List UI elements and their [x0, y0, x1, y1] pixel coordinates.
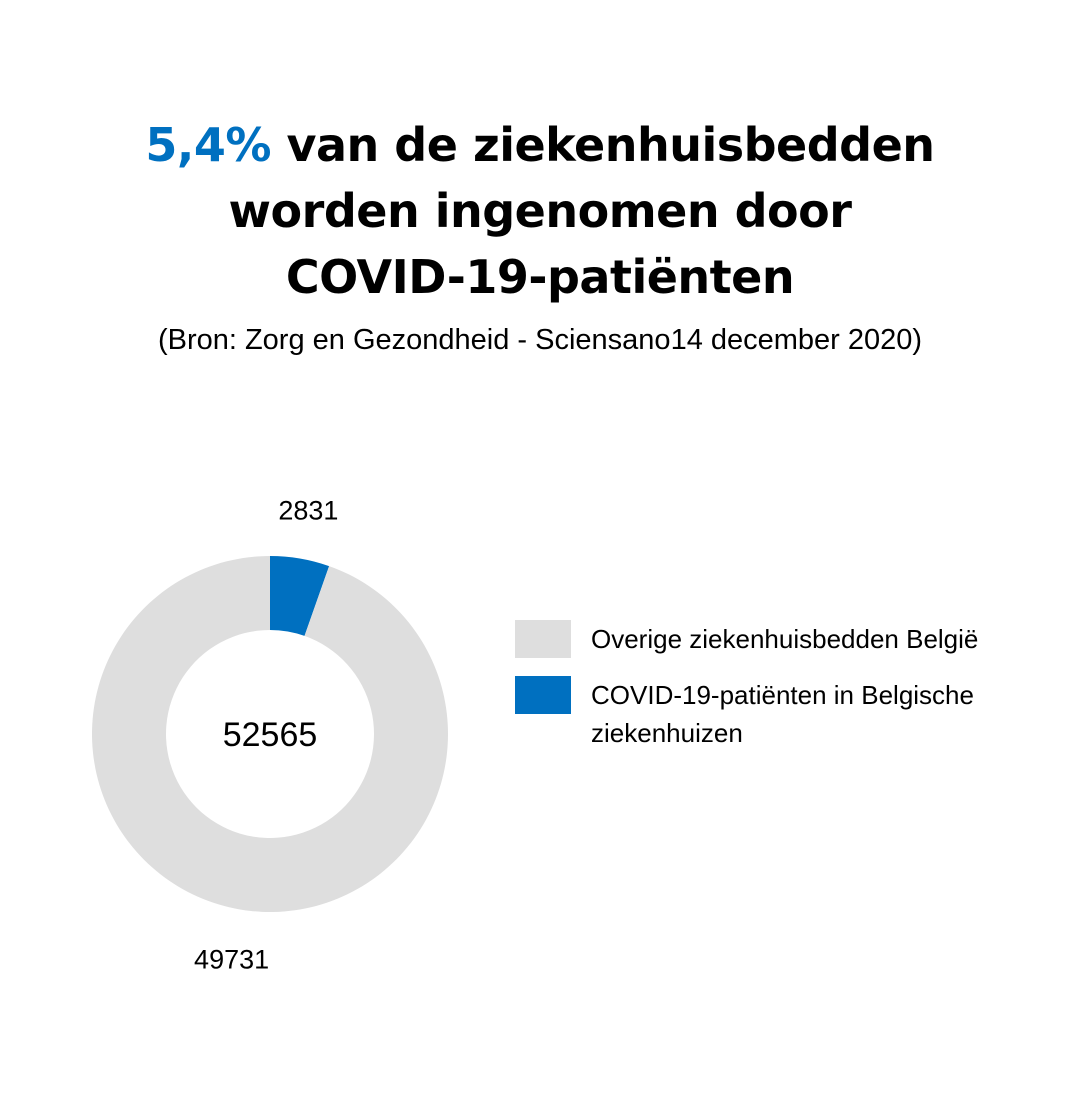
chart-subtitle: (Bron: Zorg en Gezondheid - Sciensano14 … — [157, 324, 923, 356]
chart-legend: Overige ziekenhuisbedden België COVID-19… — [515, 620, 1035, 770]
legend-label-covid: COVID-19-patiënten in Belgische ziekenhu… — [591, 680, 974, 748]
legend-label-other: Overige ziekenhuisbedden België — [591, 624, 979, 654]
donut-slice-0 — [270, 556, 330, 636]
title-highlight: 5,4% — [145, 118, 271, 172]
title-line-1-rest: van de ziekenhuisbedden — [271, 118, 936, 172]
title-line-1: 5,4% van de ziekenhuisbedden — [0, 112, 1080, 178]
donut-slice-1 — [92, 556, 449, 912]
chart-title: 5,4% van de ziekenhuisbedden worden inge… — [0, 112, 1080, 310]
donut-center-total: 52565 — [223, 716, 318, 754]
legend-item-covid: COVID-19-patiënten in Belgische ziekenhu… — [515, 676, 1035, 752]
slice-value-label-0: 2831 — [278, 495, 338, 525]
legend-swatch-covid — [515, 676, 571, 714]
donut-chart: 2831 49731 52565 — [92, 495, 449, 975]
slice-value-label-1: 49731 — [194, 945, 269, 975]
legend-swatch-other — [515, 620, 571, 658]
legend-item-other: Overige ziekenhuisbedden België — [515, 620, 1035, 658]
title-line-2: worden ingenomen door — [228, 184, 852, 238]
title-line-3: COVID-19-patiënten — [285, 250, 795, 304]
